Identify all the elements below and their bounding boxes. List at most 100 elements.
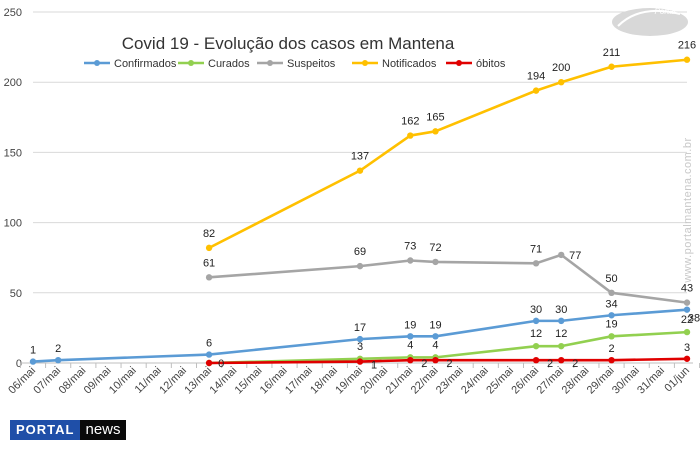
legend-swatch-marker bbox=[267, 60, 273, 66]
data-point bbox=[558, 356, 565, 364]
data-label: 12 bbox=[555, 328, 567, 340]
data-point bbox=[608, 333, 615, 340]
data-point bbox=[558, 317, 565, 325]
data-label: 71 bbox=[530, 243, 542, 255]
data-point bbox=[608, 312, 615, 319]
logo-shape bbox=[612, 8, 688, 36]
x-axis: 06/mai07/mai08/mai09/mai10/mai11/mai12/m… bbox=[6, 362, 700, 397]
data-point bbox=[432, 356, 439, 364]
data-point bbox=[432, 128, 439, 135]
data-label: 43 bbox=[681, 283, 693, 295]
logo: Portal bbox=[612, 7, 688, 36]
data-label: 162 bbox=[401, 116, 419, 128]
legend: Confirmados Curados Suspeitos Notificados ób… bbox=[84, 58, 506, 70]
data-point bbox=[407, 356, 414, 364]
data-label: 2 bbox=[608, 343, 614, 355]
data-point bbox=[356, 335, 364, 343]
data-label: 165 bbox=[426, 111, 444, 123]
series-line bbox=[209, 357, 688, 365]
legend-swatch-marker bbox=[456, 60, 462, 66]
x-tick-label: 25/mai bbox=[484, 365, 516, 397]
data-point bbox=[683, 328, 691, 336]
data-label: 1 bbox=[371, 360, 377, 372]
series-line bbox=[208, 253, 688, 304]
x-tick-label: 06/mai bbox=[6, 365, 38, 397]
legend-label: Suspeitos bbox=[287, 58, 336, 70]
data-point bbox=[205, 359, 213, 367]
data-label: 61 bbox=[203, 257, 215, 269]
data-point bbox=[608, 289, 615, 296]
x-tick-label: 31/mai bbox=[635, 365, 667, 397]
legend-swatch-marker bbox=[362, 60, 368, 66]
chart-title: Covid 19 - Evolução dos casos em Mantena bbox=[122, 34, 455, 53]
data-label: 77 bbox=[569, 250, 581, 262]
y-tick-label: 250 bbox=[4, 7, 22, 19]
data-label: 22 bbox=[681, 314, 693, 326]
watermark: www.portalmantena.com.br bbox=[682, 137, 694, 283]
data-point bbox=[407, 132, 414, 139]
x-tick-label: 12/mai bbox=[157, 365, 189, 397]
logo-swoosh bbox=[617, 9, 681, 27]
data-label: 19 bbox=[429, 319, 441, 331]
y-tick-label: 0 bbox=[16, 358, 22, 370]
data-point bbox=[608, 63, 615, 70]
data-label: 4 bbox=[432, 339, 438, 351]
data-label: 2 bbox=[421, 358, 427, 370]
x-tick-label: 26/mai bbox=[509, 365, 541, 397]
data-point bbox=[683, 299, 691, 306]
data-point bbox=[432, 333, 439, 340]
x-tick-label: 18/mai bbox=[308, 365, 340, 397]
data-label: 34 bbox=[605, 298, 617, 310]
y-tick-label: 150 bbox=[4, 147, 22, 159]
data-label: 30 bbox=[555, 304, 567, 316]
legend-label: Curados bbox=[208, 58, 250, 70]
data-label: 69 bbox=[354, 246, 366, 258]
gridlines bbox=[33, 11, 687, 294]
data-point bbox=[532, 317, 540, 325]
data-label: 3 bbox=[684, 342, 690, 354]
data-label: 194 bbox=[527, 71, 545, 83]
x-tick-label: 17/mai bbox=[283, 365, 315, 397]
data-label: 2 bbox=[547, 358, 553, 370]
data-label: 19 bbox=[404, 319, 416, 331]
x-tick-label: 24/mai bbox=[459, 365, 491, 397]
x-tick-label: 08/mai bbox=[57, 365, 89, 397]
data-point bbox=[532, 342, 540, 350]
data-point bbox=[683, 56, 691, 63]
brand-news: news bbox=[80, 420, 126, 440]
series-line bbox=[32, 308, 688, 363]
data-label: 82 bbox=[203, 228, 215, 240]
data-label: 17 bbox=[354, 322, 366, 334]
x-tick-label: 09/mai bbox=[82, 365, 114, 397]
data-point bbox=[558, 79, 565, 86]
x-tick-label: 30/mai bbox=[610, 365, 642, 397]
legend-label: Confirmados bbox=[114, 58, 177, 70]
data-point bbox=[205, 274, 213, 281]
x-tick-label: 21/mai bbox=[384, 365, 416, 397]
data-point bbox=[356, 358, 364, 365]
data-point bbox=[608, 356, 615, 364]
data-point bbox=[683, 355, 691, 362]
data-label: 30 bbox=[530, 304, 542, 316]
data-label: 19 bbox=[605, 318, 617, 330]
x-tick-label: 07/mai bbox=[31, 365, 63, 397]
data-label: 2 bbox=[572, 358, 578, 370]
data-label: 72 bbox=[429, 242, 441, 254]
data-label: 216 bbox=[678, 40, 696, 52]
x-tick-label: 13/mai bbox=[182, 365, 214, 397]
data-point bbox=[407, 333, 414, 340]
y-axis: 0 50 100 150 200 250 bbox=[4, 7, 22, 370]
data-label: 200 bbox=[552, 62, 570, 74]
data-point bbox=[205, 244, 213, 252]
data-label: 50 bbox=[605, 273, 617, 285]
y-tick-label: 100 bbox=[4, 218, 22, 230]
data-label: 1 bbox=[30, 345, 36, 357]
data-point bbox=[29, 358, 37, 365]
data-label: 211 bbox=[603, 47, 621, 59]
x-tick-label: 15/mai bbox=[233, 365, 265, 397]
series-line bbox=[208, 58, 688, 250]
data-label: 38 bbox=[688, 313, 700, 325]
data-label: 0 bbox=[218, 358, 224, 370]
